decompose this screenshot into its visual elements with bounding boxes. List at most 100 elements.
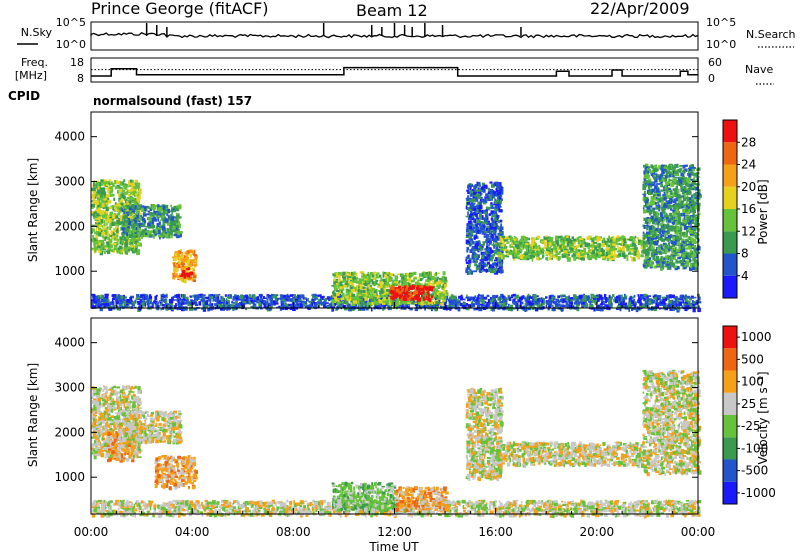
- heatmap-cell: [106, 304, 109, 309]
- heatmap-cell: [107, 246, 111, 251]
- heatmap-cell: [103, 185, 105, 187]
- heatmap-cell: [371, 293, 374, 297]
- heatmap-cell: [197, 295, 200, 300]
- heatmap-cell: [116, 229, 119, 234]
- heatmap-cell: [181, 303, 183, 308]
- freq-trace: [91, 66, 698, 77]
- heatmap-cell: [164, 205, 169, 209]
- heatmap-cell: [540, 297, 543, 300]
- heatmap-cell: [487, 256, 490, 261]
- heatmap-cell: [388, 294, 392, 298]
- heatmap-cell: [129, 214, 132, 219]
- heatmap-cell: [502, 295, 504, 298]
- heatmap-cell: [94, 231, 98, 235]
- heatmap-cell: [572, 305, 575, 309]
- heatmap-cell: [394, 275, 399, 279]
- heatmap-cell: [482, 225, 486, 228]
- heatmap-cell: [135, 245, 137, 250]
- heatmap-cell: [418, 276, 420, 281]
- heatmap-cell: [105, 216, 107, 221]
- heatmap-cell: [473, 296, 475, 300]
- heatmap-cell: [103, 188, 108, 190]
- heatmap-cell: [263, 297, 267, 299]
- heatmap-cell: [159, 302, 163, 307]
- heatmap-cell: [431, 286, 435, 289]
- heatmap-cell: [233, 302, 236, 304]
- heatmap-cell: [302, 303, 305, 306]
- heatmap-cell: [155, 226, 159, 229]
- heatmap-cell: [198, 301, 202, 306]
- heatmap-cell: [409, 294, 413, 297]
- heatmap-cell: [149, 208, 152, 211]
- heatmap-cell: [431, 295, 433, 299]
- heatmap-cell: [358, 278, 362, 282]
- heatmap-cell: [468, 208, 472, 212]
- heatmap-cell: [249, 297, 253, 300]
- heatmap-cell: [180, 258, 183, 261]
- heatmap-cell: [368, 285, 372, 288]
- heatmap-cell: [100, 195, 103, 198]
- heatmap-cell: [116, 207, 120, 211]
- heatmap-cell: [500, 303, 504, 308]
- heatmap-cell: [169, 305, 172, 310]
- heatmap-cell: [476, 181, 479, 186]
- heatmap-cell: [171, 211, 173, 215]
- heatmap-cell: [177, 275, 180, 278]
- heatmap-cell: [478, 293, 480, 296]
- heatmap-cell: [138, 208, 143, 210]
- heatmap-cell: [183, 255, 188, 260]
- heatmap-cell: [99, 229, 103, 234]
- heatmap-cell: [471, 270, 473, 275]
- heatmap-cell: [574, 297, 578, 303]
- heatmap-cell: [173, 223, 177, 227]
- heatmap-cell: [152, 216, 157, 219]
- heatmap-cell: [96, 214, 100, 217]
- heatmap-cell: [109, 211, 113, 216]
- heatmap-cell: [499, 305, 502, 310]
- heatmap-cell: [596, 294, 598, 297]
- heatmap-cell: [597, 304, 601, 307]
- heatmap-cell: [433, 293, 437, 298]
- heatmap-cell: [556, 303, 561, 307]
- heatmap-cell: [189, 254, 192, 258]
- heatmap-cell: [138, 188, 142, 191]
- heatmap-cell: [168, 298, 173, 303]
- heatmap-cell: [492, 295, 496, 299]
- heatmap-cell: [192, 294, 194, 298]
- heatmap-cell: [475, 213, 478, 217]
- heatmap-cell: [320, 295, 324, 300]
- heatmap-cell: [188, 302, 193, 305]
- heatmap-cell: [444, 290, 448, 294]
- noise-search-label: N.Search: [746, 28, 796, 41]
- heatmap-cell: [99, 250, 103, 256]
- heatmap-cell: [100, 210, 105, 214]
- heatmap-cell: [295, 298, 299, 303]
- heatmap-cell: [117, 189, 120, 193]
- heatmap-cell: [341, 288, 345, 291]
- heatmap-cell: [91, 304, 94, 309]
- heatmap-cell: [468, 268, 471, 270]
- heatmap-cell: [382, 271, 384, 274]
- heatmap-cell: [364, 296, 368, 301]
- heatmap-cell: [123, 194, 126, 197]
- heatmap-cell: [122, 223, 125, 227]
- heatmap-cell: [136, 230, 140, 234]
- heatmap-cell: [102, 233, 105, 237]
- heatmap-cell: [311, 295, 314, 299]
- heatmap-cell: [97, 204, 101, 207]
- heatmap-cell: [115, 186, 119, 189]
- heatmap-cell: [553, 300, 558, 305]
- heatmap-cell: [109, 305, 113, 308]
- heatmap-cell: [187, 267, 190, 271]
- heatmap-cell: [105, 202, 109, 205]
- heatmap-cell: [555, 298, 559, 302]
- heatmap-cell: [143, 293, 147, 297]
- heatmap-cell: [454, 304, 457, 309]
- heatmap-cell: [326, 297, 330, 300]
- heatmap-cell: [345, 290, 348, 294]
- heatmap-cell: [382, 278, 387, 282]
- heatmap-cell: [580, 299, 583, 304]
- heatmap-cell: [91, 193, 95, 198]
- heatmap-cell: [486, 294, 490, 297]
